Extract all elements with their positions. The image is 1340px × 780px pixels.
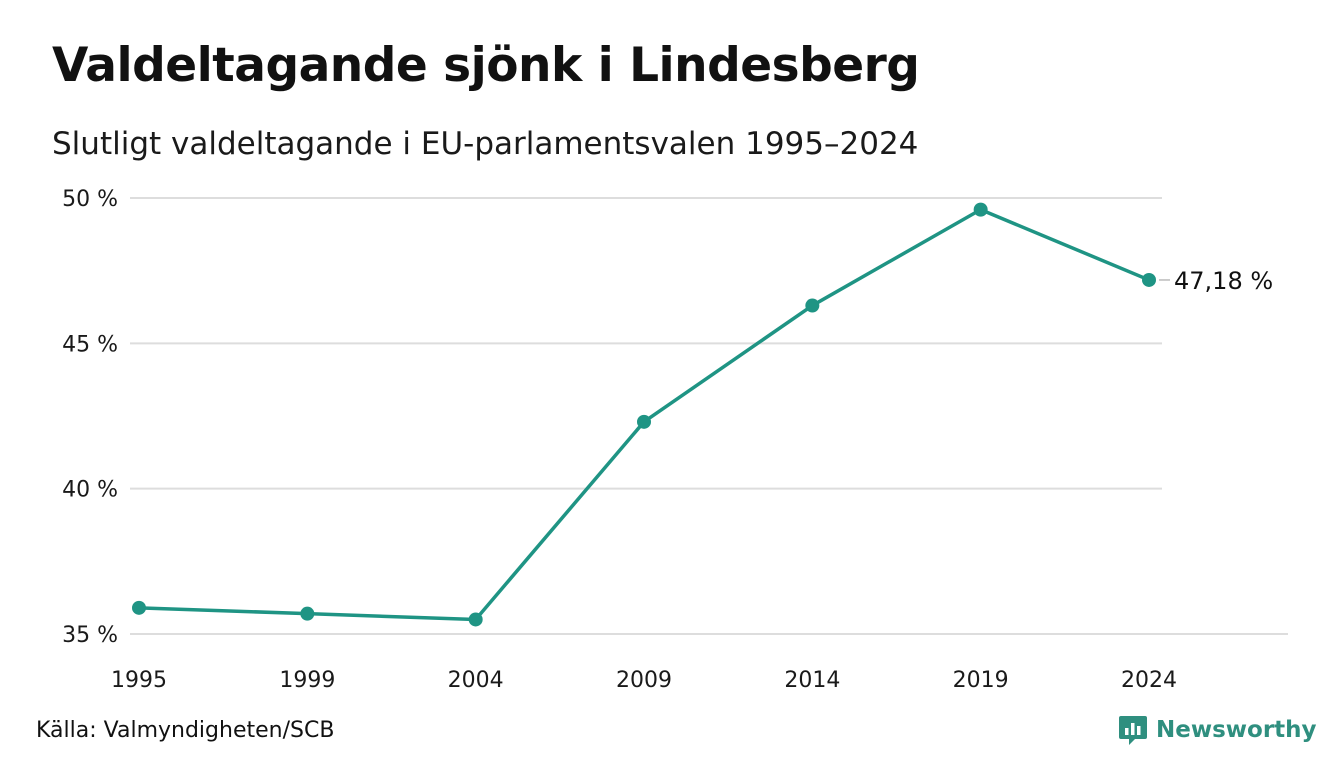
data-point-2004 <box>468 612 483 627</box>
data-point-1995 <box>132 600 146 615</box>
series-polyline <box>137 207 1151 622</box>
y-tick-label-35: 35 % <box>62 623 118 648</box>
x-tick-label-2014: 2014 <box>784 668 840 693</box>
y-tick-label-40: 40 % <box>62 478 118 503</box>
data-point-1999 <box>300 606 315 621</box>
source-note: Källa: Valmyndigheten/SCB <box>36 718 335 743</box>
data-point-2019 <box>973 202 988 217</box>
data-point-2014 <box>805 298 820 313</box>
brand-logo: Newsworthy <box>1118 714 1317 746</box>
x-tick-label-1995: 1995 <box>111 668 167 693</box>
x-tick-label-2019: 2019 <box>953 668 1009 693</box>
data-point-2009 <box>637 414 651 429</box>
x-tick-label-2004: 2004 <box>448 668 504 693</box>
series-line <box>137 207 1151 622</box>
y-tick-label-45: 45 % <box>62 332 118 357</box>
x-axis-tick-labels: 1995 1999 2004 2009 2014 2019 2024 <box>111 668 1177 693</box>
x-tick-label-2024: 2024 <box>1121 668 1177 693</box>
newsworthy-logo-icon <box>1119 716 1147 745</box>
end-value-label: 47,18 % <box>1174 267 1273 295</box>
chart-subtitle: Slutligt valdeltagande i EU-parlamentsva… <box>52 126 919 162</box>
data-point-2024 <box>1142 272 1156 287</box>
grid-lines <box>130 197 1288 635</box>
x-tick-label-2009: 2009 <box>616 668 672 693</box>
y-tick-label-50: 50 % <box>62 187 118 212</box>
brand-name: Newsworthy <box>1156 717 1317 743</box>
line-chart: 35 % 40 % 45 % 50 % 1995 1999 2004 2009 2014 201… <box>62 187 1288 693</box>
y-axis-tick-labels: 35 % 40 % 45 % 50 % <box>62 187 118 648</box>
series-points <box>132 202 1156 627</box>
end-value-label-group: 47,18 % <box>1159 267 1273 295</box>
x-tick-label-1999: 1999 <box>279 668 335 693</box>
chart-title: Valdeltagande sjönk i Lindesberg <box>52 38 920 93</box>
